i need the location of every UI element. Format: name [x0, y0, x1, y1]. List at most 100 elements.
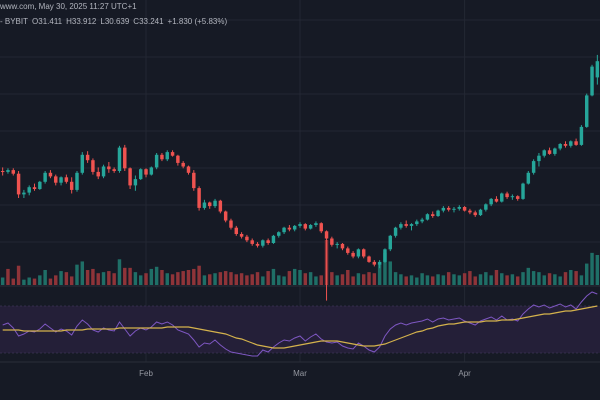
candle-body [117, 147, 122, 171]
volume-bar [308, 272, 313, 285]
volume-bar [585, 263, 589, 285]
candle-body [585, 95, 589, 127]
candle-body [282, 227, 286, 233]
volume-bar [515, 276, 520, 285]
candle-body [372, 261, 377, 265]
candle-body [16, 173, 21, 195]
volume-bar [377, 263, 382, 285]
candle-body [478, 209, 483, 216]
candle-body [457, 207, 462, 209]
candle-body [176, 155, 180, 163]
candle-body [473, 212, 477, 216]
low-label: L [100, 17, 105, 26]
volume-bar [558, 276, 562, 285]
volume-bar [388, 261, 392, 285]
candle-body [38, 181, 42, 189]
candle-body [229, 220, 233, 228]
volume-bar [367, 272, 371, 285]
volume-bar [282, 276, 286, 285]
volume-bar [478, 274, 483, 285]
candle-body [271, 235, 276, 243]
volume-bar [595, 255, 600, 285]
candle-body [446, 207, 451, 210]
volume-bar [54, 275, 58, 285]
candle-body [579, 126, 584, 145]
volume-bar [574, 271, 578, 285]
candle-body [361, 249, 366, 257]
volume-bar [298, 270, 302, 285]
volume-bar [494, 270, 499, 285]
candle-body [213, 200, 217, 207]
candle-body [489, 198, 493, 205]
volume-bar [292, 268, 297, 285]
x-axis-label: Apr [458, 369, 471, 378]
candle-body [574, 141, 578, 145]
symbol-suffix: - BYBIT [0, 17, 29, 26]
candle-body [314, 223, 318, 225]
candle-body [542, 150, 546, 156]
volume-bar [218, 272, 223, 285]
candle-body [441, 207, 446, 211]
candle-body [32, 187, 37, 189]
volume-bar [59, 271, 63, 285]
candle-body [287, 227, 292, 230]
volume-bar [335, 275, 339, 285]
volume-bar [271, 268, 276, 285]
candle-body [59, 177, 63, 183]
candle-body [436, 210, 440, 216]
volume-bar [245, 275, 249, 285]
volume-bar [223, 271, 228, 285]
volume-bar [420, 273, 424, 285]
high-value: 33.912 [71, 17, 97, 26]
candle-body [181, 162, 185, 167]
rsi-ma-line [2, 305, 598, 349]
volume-bar [547, 273, 552, 285]
candle-body [537, 155, 541, 162]
volume-bar [213, 273, 217, 285]
candle-body [330, 238, 334, 245]
candle-body [377, 261, 382, 265]
volume-bar [531, 271, 536, 285]
candle-body [91, 160, 95, 172]
candle-body [500, 193, 504, 202]
candle-body [144, 169, 148, 175]
candle-body [335, 243, 339, 245]
volume-bar [505, 275, 509, 285]
volume-bar [351, 276, 355, 285]
candle-body [48, 172, 53, 177]
volume-bar [176, 272, 180, 285]
candle-body [160, 154, 164, 160]
volume-bar [48, 278, 53, 285]
change-value: +1.830 (+5.83%) [167, 17, 228, 26]
candle-body [420, 219, 424, 222]
candle-body [165, 152, 169, 160]
candle-body [510, 196, 515, 198]
candle-body [107, 166, 111, 170]
volume-bar [32, 278, 37, 285]
volume-bar [144, 273, 148, 285]
volume-bar [510, 274, 515, 285]
volume-bar [399, 274, 403, 285]
volume-bar [468, 271, 472, 285]
source-text: www.com, May 30, 2025 11:27 UTC+1 [0, 2, 137, 11]
candle-body [96, 171, 100, 177]
candle-body [192, 172, 196, 189]
candle-body [515, 196, 520, 199]
candle-body [308, 225, 313, 229]
candle-body [409, 224, 414, 226]
candle-body [431, 214, 435, 216]
candle-body [112, 169, 116, 171]
volume-bar [128, 267, 132, 285]
candle-body [64, 177, 69, 182]
low-value: 30.639 [104, 17, 130, 26]
volume-bar [346, 270, 350, 285]
volume-bar [277, 275, 281, 285]
candle-body [319, 223, 323, 232]
volume-bar [361, 274, 366, 285]
volume-bar [112, 273, 116, 285]
volume-bar [165, 273, 169, 285]
volume-bar [11, 278, 15, 285]
volume-bar [473, 276, 477, 285]
